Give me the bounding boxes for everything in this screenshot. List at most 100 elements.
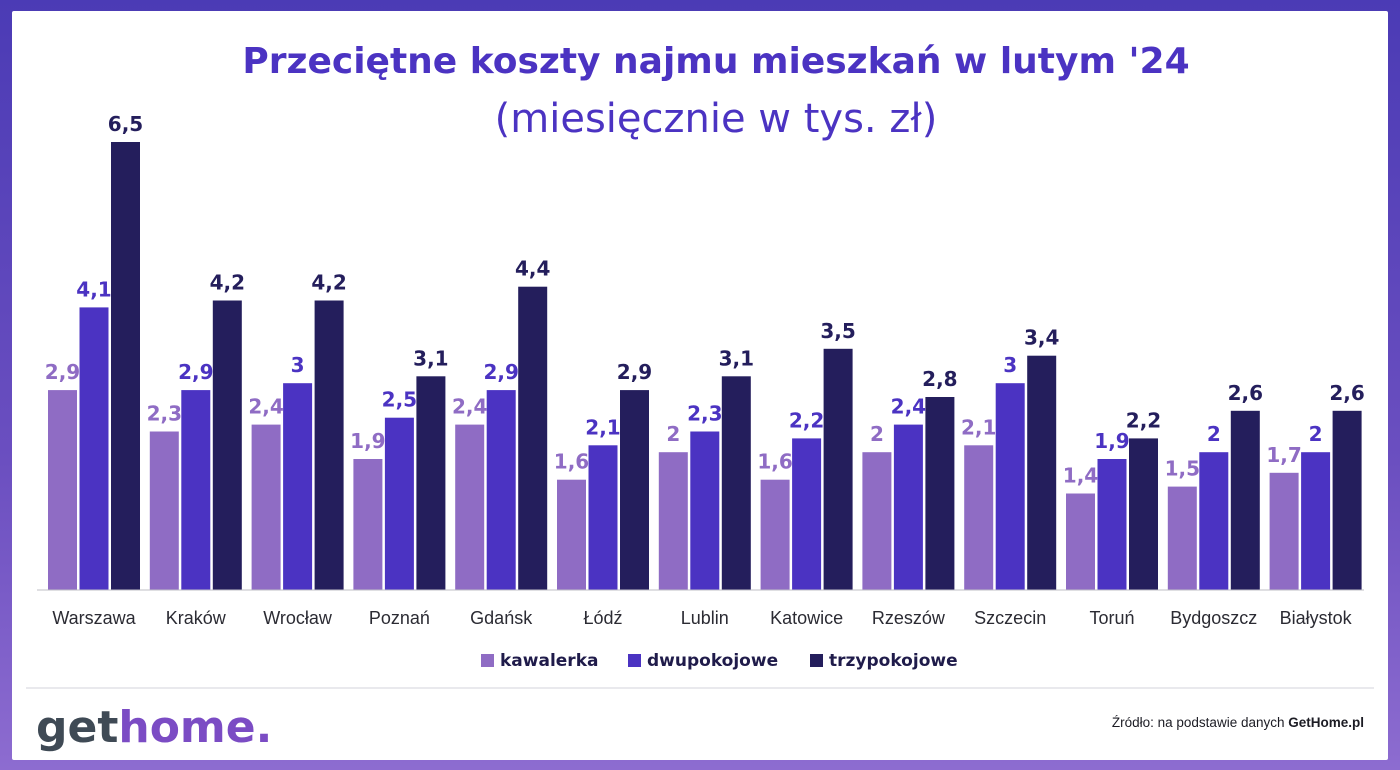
data-label-kawalerka: 1,9 <box>350 429 385 453</box>
bar-dwupokojowe <box>486 390 516 590</box>
data-label-dwupokojowe: 1,9 <box>1094 429 1129 453</box>
bar-trzypokojowe <box>925 397 955 590</box>
category-label: Białystok <box>1280 608 1353 628</box>
data-label-kawalerka: 1,7 <box>1266 443 1301 467</box>
category-label: Rzeszów <box>872 608 946 628</box>
legend-swatch-trzypokojowe <box>810 654 823 667</box>
legend-swatch-dwupokojowe <box>628 654 641 667</box>
bar-dwupokojowe <box>1301 452 1331 590</box>
category-label: Warszawa <box>52 608 136 628</box>
data-label-trzypokojowe: 4,2 <box>311 271 346 295</box>
bar-dwupokojowe <box>1199 452 1229 590</box>
chart-card: Przeciętne koszty najmu mieszkań w lutym… <box>12 11 1388 760</box>
category-label: Poznań <box>369 608 430 628</box>
bar-dwupokojowe <box>588 445 618 590</box>
data-label-kawalerka: 2,1 <box>961 415 996 439</box>
data-label-kawalerka: 2,9 <box>45 360 80 384</box>
data-label-trzypokojowe: 2,6 <box>1228 381 1263 405</box>
logo-get-text: get <box>36 702 118 753</box>
data-label-kawalerka: 1,5 <box>1165 457 1200 481</box>
bar-trzypokojowe <box>823 348 853 590</box>
data-label-trzypokojowe: 2,2 <box>1126 408 1161 432</box>
data-label-kawalerka: 2 <box>666 422 680 446</box>
data-label-kawalerka: 1,4 <box>1063 464 1098 488</box>
data-label-dwupokojowe: 2,1 <box>585 415 620 439</box>
data-label-kawalerka: 2,4 <box>452 395 487 419</box>
bar-kawalerka <box>251 424 281 590</box>
bar-trzypokojowe <box>721 376 751 590</box>
category-label: Toruń <box>1089 608 1134 628</box>
bar-trzypokojowe <box>111 142 140 590</box>
bar-trzypokojowe <box>314 300 344 590</box>
legend-label-kawalerka: kawalerka <box>500 651 598 671</box>
bar-kawalerka <box>1269 472 1299 590</box>
bar-kawalerka <box>353 459 383 590</box>
source-note: Źródło: na podstawie danych GetHome.pl <box>1112 715 1364 730</box>
bar-trzypokojowe <box>416 376 446 590</box>
bar-dwupokojowe <box>384 417 414 590</box>
data-label-dwupokojowe: 3 <box>1003 353 1017 377</box>
legend-label-trzypokojowe: trzypokojowe <box>829 651 958 671</box>
bar-kawalerka <box>862 452 892 590</box>
bar-dwupokojowe <box>181 390 211 590</box>
bar-dwupokojowe <box>1097 459 1127 590</box>
bar-trzypokojowe <box>620 390 649 590</box>
bar-dwupokojowe <box>690 431 720 590</box>
data-label-trzypokojowe: 3,4 <box>1024 326 1059 350</box>
data-label-kawalerka: 1,6 <box>554 450 589 474</box>
data-label-dwupokojowe: 2 <box>1207 422 1221 446</box>
bar-dwupokojowe <box>79 307 109 590</box>
data-label-dwupokojowe: 2,3 <box>687 402 722 426</box>
bar-kawalerka <box>557 479 586 590</box>
bar-dwupokojowe <box>792 438 822 590</box>
chart-title: Przeciętne koszty najmu mieszkań w lutym… <box>242 41 1189 82</box>
data-label-dwupokojowe: 4,1 <box>76 277 111 301</box>
category-label: Katowice <box>770 608 843 628</box>
category-label: Kraków <box>166 608 227 628</box>
category-label: Łódź <box>583 608 622 628</box>
data-label-kawalerka: 2,3 <box>147 402 182 426</box>
data-label-kawalerka: 2 <box>870 422 884 446</box>
category-label: Bydgoszcz <box>1170 608 1257 628</box>
data-label-trzypokojowe: 2,9 <box>617 360 652 384</box>
data-label-kawalerka: 2,4 <box>248 395 283 419</box>
data-label-dwupokojowe: 2,9 <box>178 360 213 384</box>
data-label-trzypokojowe: 6,5 <box>108 112 143 136</box>
bar-dwupokojowe <box>283 383 313 590</box>
bars-group <box>48 142 1362 590</box>
legend: kawalerka dwupokojowe trzypokojowe <box>481 651 958 671</box>
data-label-trzypokojowe: 3,1 <box>719 346 754 370</box>
bar-kawalerka <box>760 479 790 590</box>
bar-dwupokojowe <box>893 424 923 590</box>
bar-kawalerka <box>658 452 688 590</box>
category-label: Gdańsk <box>470 608 533 628</box>
gethome-logo: gethome. <box>36 702 272 753</box>
bar-kawalerka <box>48 390 77 590</box>
category-label: Lublin <box>681 608 729 628</box>
data-label-trzypokojowe: 2,6 <box>1329 381 1364 405</box>
data-labels-group: 2,9 4,1 6,5 2,3 2,9 4,2 2,4 3 4,2 1,9 2,5 3,1 2,4 2,9… <box>45 112 1365 488</box>
data-label-kawalerka: 1,6 <box>757 450 792 474</box>
bar-kawalerka <box>1066 493 1095 590</box>
bar-trzypokojowe <box>1230 410 1260 590</box>
source-prefix: Źródło: na podstawie danych <box>1112 715 1288 730</box>
data-label-dwupokojowe: 2 <box>1309 422 1323 446</box>
bar-trzypokojowe <box>1332 410 1362 590</box>
data-label-trzypokojowe: 4,4 <box>515 257 550 281</box>
bar-dwupokojowe <box>995 383 1025 590</box>
chart-subtitle: (miesięcznie w tys. zł) <box>495 96 938 142</box>
source-name: GetHome.pl <box>1288 715 1364 730</box>
data-label-trzypokojowe: 4,2 <box>210 271 245 295</box>
bar-kawalerka <box>149 431 179 590</box>
bar-kawalerka <box>964 445 994 590</box>
legend-swatch-kawalerka <box>481 654 494 667</box>
bar-kawalerka <box>455 424 485 590</box>
category-label: Wrocław <box>263 608 333 628</box>
bar-trzypokojowe <box>1027 355 1057 590</box>
bar-trzypokojowe <box>1129 438 1158 590</box>
data-label-dwupokojowe: 2,9 <box>483 360 518 384</box>
legend-label-dwupokojowe: dwupokojowe <box>647 651 778 671</box>
category-label: Szczecin <box>974 608 1046 628</box>
logo-home-text: home. <box>118 702 272 753</box>
data-label-dwupokojowe: 2,2 <box>789 408 824 432</box>
